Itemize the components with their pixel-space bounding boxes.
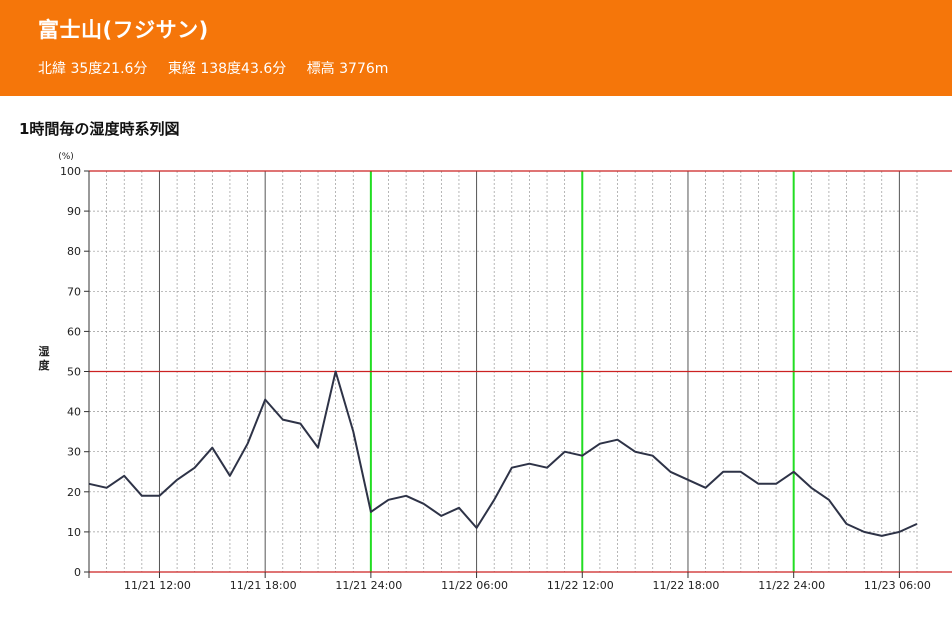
y-tick-label: 60 — [67, 325, 81, 338]
altitude: 標高 3776m — [306, 61, 389, 77]
y-axis-label-char: 湿 — [39, 344, 50, 358]
x-tick-label: 11/22 24:00 — [758, 579, 825, 592]
y-tick-label: 20 — [67, 486, 81, 499]
x-tick-label: 11/21 12:00 — [124, 579, 191, 592]
y-tick-label: 80 — [67, 245, 81, 258]
y-tick-label: 40 — [67, 406, 81, 419]
latitude: 北緯 35度21.6分 — [38, 61, 148, 77]
x-tick-label: 11/21 24:00 — [335, 579, 402, 592]
y-axis-label-char: 度 — [39, 358, 51, 372]
y-tick-label: 50 — [67, 366, 81, 379]
chart-title: 1時間毎の湿度時系列図 — [19, 120, 180, 138]
station-coordinates: 北緯 35度21.6分 東経 138度43.6分 標高 3776m — [38, 58, 952, 78]
y-unit-label: (%) — [58, 152, 74, 162]
y-tick-label: 90 — [67, 205, 81, 218]
humidity-series-line — [88, 370, 918, 537]
y-tick-label: 30 — [67, 446, 81, 459]
x-tick-label: 11/22 18:00 — [653, 579, 720, 592]
y-tick-label: 100 — [60, 165, 81, 178]
longitude: 東経 138度43.6分 — [167, 61, 287, 77]
y-tick-label: 10 — [67, 526, 81, 539]
station-name: 富士山(フジサン) — [38, 18, 209, 42]
x-tick-label: 11/21 18:00 — [230, 579, 297, 592]
x-tick-label: 11/22 06:00 — [441, 579, 508, 592]
x-tick-label: 11/23 06:00 — [864, 579, 931, 592]
station-header: 富士山(フジサン) 北緯 35度21.6分 東経 138度43.6分 標高 37… — [0, 0, 952, 96]
humidity-chart: 0 10 20 30 40 50 60 70 80 90 100 (%) 湿度 11/21 12:00 11… — [39, 152, 952, 592]
y-tick-label: 70 — [67, 285, 81, 298]
y-tick-label: 0 — [74, 566, 81, 579]
x-tick-label: 11/22 12:00 — [547, 579, 614, 592]
